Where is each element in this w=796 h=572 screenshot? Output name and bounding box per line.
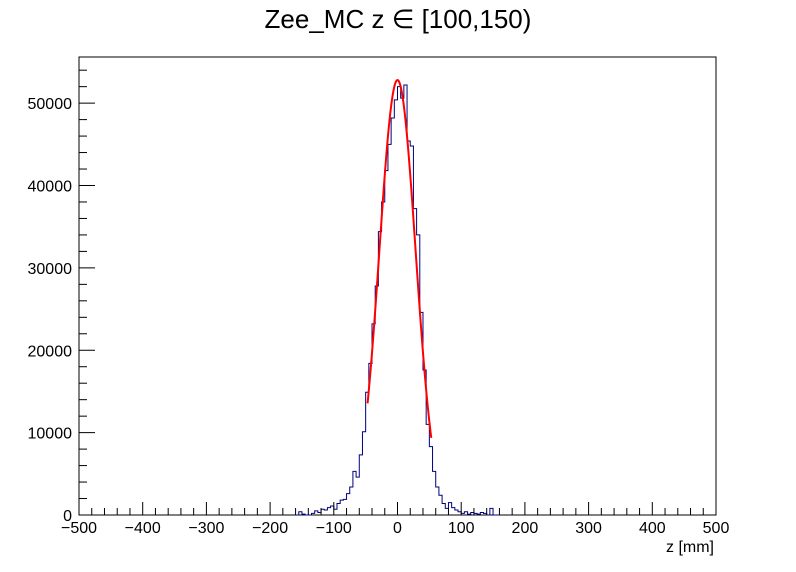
x-tick-label: 100 bbox=[448, 520, 475, 537]
y-tick-label: 50000 bbox=[28, 96, 73, 113]
x-tick-label: 0 bbox=[393, 520, 402, 537]
x-tick-label: 400 bbox=[639, 520, 666, 537]
x-tick-label: −300 bbox=[188, 520, 224, 537]
plot-frame bbox=[78, 56, 717, 516]
gaussian-fit-curve bbox=[366, 79, 433, 438]
histogram-series bbox=[295, 84, 500, 516]
y-tick-label: 40000 bbox=[28, 179, 73, 196]
y-tick-label: 30000 bbox=[28, 261, 73, 278]
y-tick-label: 10000 bbox=[28, 426, 73, 443]
x-tick-label: −400 bbox=[125, 520, 161, 537]
x-tick-label: −500 bbox=[61, 520, 97, 537]
x-tick-label: 500 bbox=[703, 520, 730, 537]
chart-title: Zee_MC z ∈ [100,150) bbox=[264, 4, 532, 34]
x-tick-label: −200 bbox=[252, 520, 288, 537]
x-tick-label: 200 bbox=[512, 520, 539, 537]
x-tick-label: 300 bbox=[575, 520, 602, 537]
y-tick-label: 20000 bbox=[28, 343, 73, 360]
y-tick-label: 0 bbox=[63, 508, 72, 525]
x-axis-title: z [mm] bbox=[666, 539, 714, 556]
x-tick-label: −100 bbox=[316, 520, 352, 537]
